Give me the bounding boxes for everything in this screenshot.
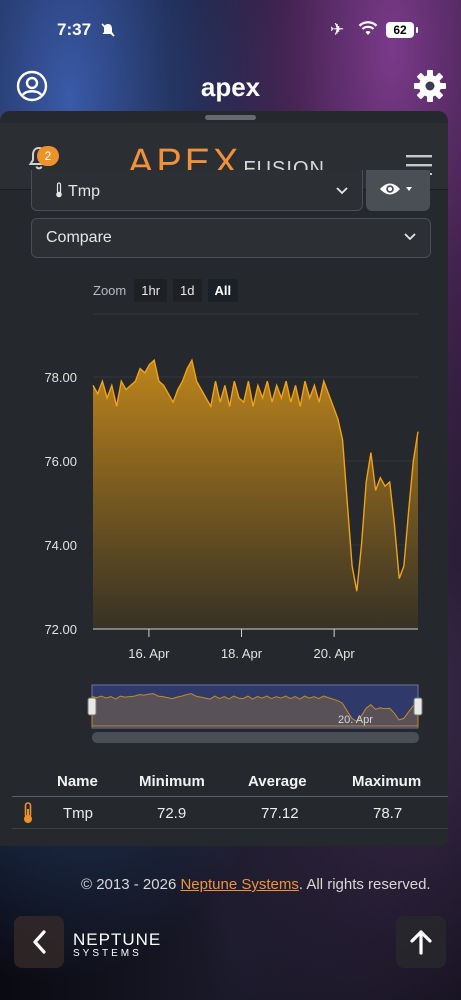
y-tick-label: 72.00 (44, 622, 77, 637)
ns-logo-line2: SYSTEMS (73, 948, 142, 959)
thermometer-icon (24, 802, 32, 823)
x-tick-label: 20. Apr (314, 646, 356, 661)
copyright-text: © 2013 - 2026 (81, 876, 181, 893)
x-tick-label: 18. Apr (221, 646, 263, 661)
back-button[interactable] (14, 916, 64, 968)
chevron-down-icon (336, 187, 348, 195)
probe-select-label: Tmp (68, 183, 100, 200)
row-maximum: 78.7 (373, 805, 403, 822)
series-line (92, 358, 419, 592)
user-account-icon[interactable] (16, 70, 48, 102)
navigator-left-handle[interactable] (87, 697, 97, 716)
row-average: 77.12 (261, 805, 299, 822)
probe-select-value: Tmp (54, 182, 100, 201)
neptune-systems-link[interactable]: Neptune Systems (180, 876, 299, 893)
sheet-grabber[interactable] (205, 115, 256, 120)
airplane-mode-icon: ✈ (330, 20, 345, 39)
zoom-label: Zoom (93, 282, 127, 298)
footer-copyright: © 2013 - 2026 Neptune Systems. All right… (81, 876, 431, 893)
navigator-series (91, 693, 419, 727)
compare-select-label: Compare (46, 229, 112, 246)
col-header-minimum: Minimum (139, 773, 205, 790)
x-tick-label: 16. Apr (128, 646, 170, 661)
notification-count-badge: 2 (37, 146, 59, 166)
ns-logo-line1: NEPTUNE (73, 930, 162, 949)
y-tick-label: 76.00 (44, 454, 77, 469)
app-header: apex (0, 62, 461, 112)
navigator-date-label: 20. Apr (338, 714, 373, 726)
col-header-name: Name (57, 773, 98, 790)
scroll-to-top-button[interactable] (396, 916, 446, 968)
bell-off-icon (100, 22, 116, 41)
header-divider (12, 796, 448, 797)
row-divider (12, 828, 448, 829)
y-tick-label: 78.00 (44, 370, 77, 385)
eye-icon (380, 183, 412, 195)
app-title: apex (200, 72, 261, 102)
zoom-all-button[interactable]: All (207, 278, 239, 302)
arrow-up-icon (410, 930, 432, 955)
zoom-1d-button[interactable]: 1d (173, 278, 202, 302)
neptune-systems-logo: NEPTUNE SYSTEMS (73, 930, 161, 959)
row-minimum: 72.9 (157, 805, 187, 822)
visibility-toggle-button[interactable] (366, 170, 430, 211)
col-header-average: Average (248, 773, 307, 790)
navigator-right-handle[interactable] (413, 697, 423, 716)
wifi-icon (358, 21, 378, 42)
thermometer-icon (56, 182, 62, 198)
temperature-chart[interactable]: 72.00 74.00 76.00 78.00 16. Apr 18. Apr 20. A… (0, 0, 461, 760)
chevron-down-icon (404, 233, 416, 241)
battery-indicator: 62 (386, 22, 418, 38)
col-header-maximum: Maximum (352, 773, 422, 790)
probe-select[interactable]: Tmp (31, 170, 363, 211)
status-time: 7:37 (57, 20, 92, 39)
rights-text: . All rights reserved. (298, 876, 431, 893)
status-bar: 7:37 ✈ 62 (0, 0, 461, 62)
zoom-1hr-button[interactable]: 1hr (134, 278, 168, 302)
y-tick-label: 74.00 (44, 538, 77, 553)
navigator-scrollbar[interactable] (92, 732, 419, 743)
row-name: Tmp (63, 805, 93, 822)
chevron-left-icon (33, 930, 46, 954)
compare-select[interactable]: Compare (31, 218, 431, 258)
settings-gear-icon[interactable] (412, 68, 448, 104)
series-area-fill (93, 360, 418, 629)
zoom-controls: Zoom 1hr 1d All (93, 278, 239, 302)
